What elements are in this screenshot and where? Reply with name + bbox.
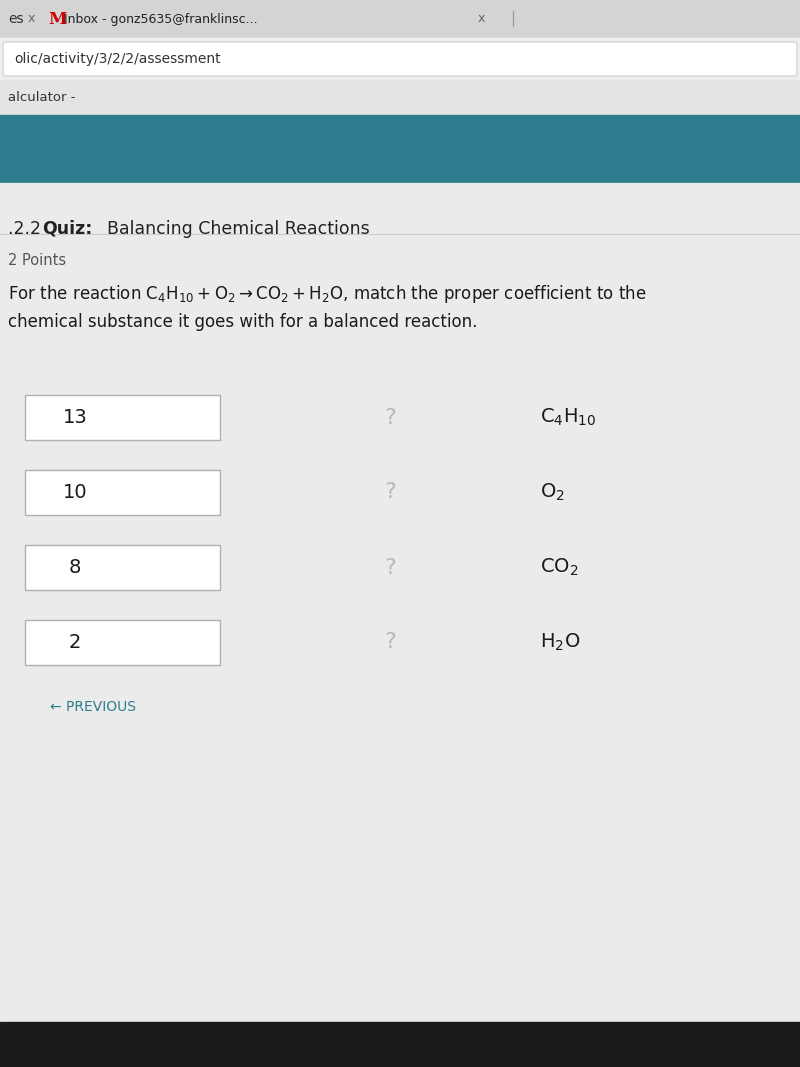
FancyBboxPatch shape (25, 469, 220, 515)
Text: Inbox - gonz5635@franklinsc...: Inbox - gonz5635@franklinsc... (64, 13, 258, 26)
Text: For the reaction $\mathregular{C_4H_{10} + O_2 \rightarrow CO_2 + H_2O}$, match : For the reaction $\mathregular{C_4H_{10}… (8, 283, 646, 305)
Bar (0, 1022, 800, 1067)
Bar (0, 184, 800, 1022)
Text: olic/activity/3/2/2/assessment: olic/activity/3/2/2/assessment (14, 52, 221, 66)
Text: alculator -: alculator - (8, 91, 75, 103)
Text: 8: 8 (69, 558, 81, 577)
Text: 13: 13 (62, 408, 87, 427)
Text: ?: ? (384, 482, 396, 503)
Text: .2.2: .2.2 (8, 220, 46, 238)
Text: Balancing Chemical Reactions: Balancing Chemical Reactions (96, 220, 370, 238)
Bar (0, 115, 800, 184)
FancyBboxPatch shape (25, 620, 220, 665)
Text: chemical substance it goes with for a balanced reaction.: chemical substance it goes with for a ba… (8, 313, 478, 331)
Text: $\mathregular{C_4H_{10}}$: $\mathregular{C_4H_{10}}$ (540, 407, 596, 428)
Text: |: | (510, 11, 515, 27)
Text: ?: ? (384, 408, 396, 428)
Text: ← PREVIOUS: ← PREVIOUS (50, 700, 136, 714)
Text: M: M (48, 11, 66, 28)
Text: 2 Points: 2 Points (8, 253, 66, 268)
Text: 2: 2 (69, 633, 81, 652)
Text: x: x (28, 13, 35, 26)
Text: 10: 10 (62, 483, 87, 501)
Text: x: x (478, 13, 486, 26)
Text: $\mathregular{H_2O}$: $\mathregular{H_2O}$ (540, 632, 580, 653)
Text: $\mathregular{CO_2}$: $\mathregular{CO_2}$ (540, 557, 578, 578)
Text: es: es (8, 12, 24, 26)
FancyBboxPatch shape (25, 545, 220, 590)
Bar (0, 38, 800, 80)
Text: Quiz:: Quiz: (42, 220, 92, 238)
Text: $\mathregular{O_2}$: $\mathregular{O_2}$ (540, 482, 565, 504)
Bar (0, 80, 800, 115)
FancyBboxPatch shape (3, 42, 797, 76)
Text: ?: ? (384, 633, 396, 653)
FancyBboxPatch shape (25, 395, 220, 440)
Bar (0, 0, 800, 38)
Text: ?: ? (384, 557, 396, 577)
